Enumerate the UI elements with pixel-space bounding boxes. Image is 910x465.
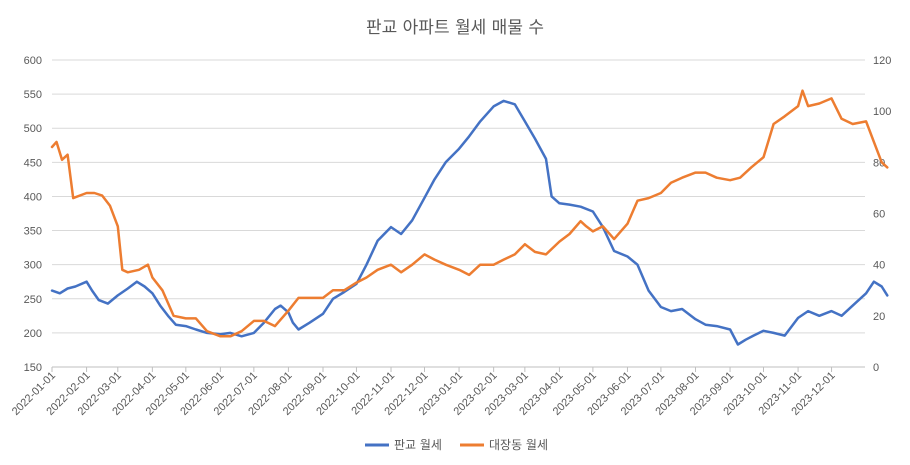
legend-label: 대장동 월세 <box>489 438 548 452</box>
legend-label: 판교 월세 <box>394 438 442 452</box>
left-tick-label: 550 <box>24 89 42 101</box>
left-tick-label: 150 <box>24 362 42 374</box>
legend: 판교 월세 대장동 월세 <box>365 438 548 452</box>
x-axis: 2022-01-012022-02-012022-03-012022-04-01… <box>10 366 865 418</box>
right-tick-label: 20 <box>873 311 885 323</box>
right-tick-label: 100 <box>873 106 891 118</box>
right-tick-label: 120 <box>873 55 891 67</box>
left-tick-label: 250 <box>24 294 42 306</box>
left-tick-label: 400 <box>24 191 42 203</box>
left-y-axis: 150 200 250 300 350 400 450 500 550 600 <box>24 55 42 374</box>
grid-lines <box>52 59 865 368</box>
chart-title: 판교 아파트 월세 매물 수 <box>366 18 544 38</box>
left-tick-label: 200 <box>24 328 42 340</box>
series-line-0 <box>50 99 889 346</box>
series-lines <box>50 89 889 346</box>
left-tick-label: 500 <box>24 123 42 135</box>
left-tick-label: 600 <box>24 55 42 67</box>
right-tick-label: 60 <box>873 209 885 221</box>
right-tick-label: 40 <box>873 260 885 272</box>
left-tick-label: 350 <box>24 226 42 238</box>
right-tick-label: 0 <box>873 362 879 374</box>
series-line-1 <box>50 89 889 338</box>
left-tick-label: 300 <box>24 260 42 272</box>
left-tick-label: 450 <box>24 157 42 169</box>
